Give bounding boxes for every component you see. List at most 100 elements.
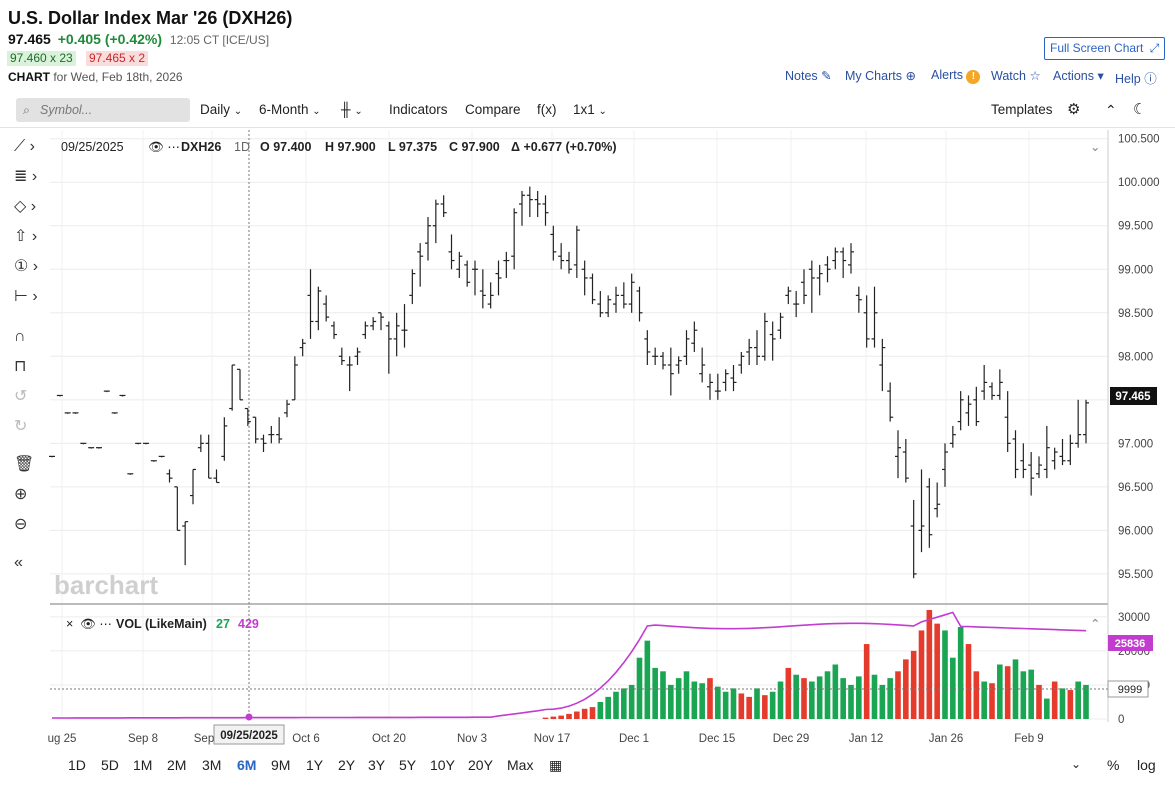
notes-link[interactable]: Notes ✎: [785, 68, 832, 83]
time-tick-label: Dec 29: [773, 733, 809, 745]
crosshair-volume-tag: 9999: [1118, 684, 1142, 696]
help-link[interactable]: Help ⓘ: [1115, 68, 1157, 87]
range-button-1d[interactable]: 1D: [68, 757, 86, 773]
range-button-6m[interactable]: 6M: [237, 757, 257, 773]
range-button-10y[interactable]: 10Y: [430, 757, 455, 773]
range-button-1m[interactable]: 1M: [133, 757, 153, 773]
range-button-20y[interactable]: 20Y: [468, 757, 493, 773]
info-interval: 1D: [234, 140, 250, 154]
ohlc-bar: [244, 407, 251, 426]
arrow-tool-icon[interactable]: ⇧ ›: [14, 228, 38, 245]
ohlc-bar: [996, 369, 1003, 400]
ohlc-bar: [166, 469, 173, 483]
collapse-icon[interactable]: ⌃: [1105, 102, 1117, 118]
zoom-in-icon[interactable]: ⊕: [14, 486, 28, 503]
range-button-2y[interactable]: 2Y: [338, 757, 356, 773]
redo-icon[interactable]: ↻: [14, 418, 28, 435]
ohlc-bar: [581, 260, 588, 296]
actions-menu[interactable]: Actions ▾: [1053, 68, 1104, 83]
compare-button[interactable]: Compare: [465, 102, 521, 117]
ohlc-bar: [119, 394, 126, 397]
annotation-tool-icon[interactable]: ① ›: [14, 258, 39, 275]
bid-quote: 97.460 x 23: [7, 51, 76, 66]
alerts-link[interactable]: Alerts !: [931, 68, 981, 84]
info-low: L 97.375: [388, 140, 437, 154]
calendar-icon[interactable]: ▦: [549, 757, 563, 773]
chart-type-dropdown[interactable]: ╫ ⌄: [341, 102, 363, 117]
grid-lines: [50, 130, 1109, 722]
volume-bar: [957, 627, 964, 719]
moon-icon[interactable]: ☾: [1133, 101, 1147, 118]
caret-down-icon: ▾: [1097, 69, 1104, 83]
layout-dropdown[interactable]: 1x1 ⌄: [573, 102, 607, 117]
magnet-icon[interactable]: ∩: [14, 328, 26, 345]
range-button-2m[interactable]: 2M: [167, 757, 187, 773]
indicators-button[interactable]: Indicators: [389, 102, 448, 117]
chevron-up-icon[interactable]: ⌃: [1090, 617, 1100, 631]
range-button-max[interactable]: Max: [507, 757, 534, 773]
my-charts-link[interactable]: My Charts ⊕: [845, 68, 916, 83]
volume-axis: 3000020000100000: [1118, 612, 1150, 726]
collapse-sidebar-icon[interactable]: «: [14, 554, 23, 571]
unlock-icon[interactable]: ⊓: [14, 358, 27, 375]
function-button[interactable]: f(x): [537, 102, 557, 117]
time-tick-label: Jan 12: [849, 733, 884, 745]
symbol-search-input[interactable]: ⌕ Symbol...: [16, 98, 190, 122]
percent-toggle[interactable]: %: [1107, 757, 1120, 773]
eye-icon[interactable]: 👁 ⋯: [80, 617, 112, 631]
trash-icon[interactable]: 🗑: [14, 456, 35, 473]
watch-link[interactable]: Watch ☆: [991, 68, 1041, 83]
range-button-3y[interactable]: 3Y: [368, 757, 386, 773]
time-tick-label: Jan 26: [929, 733, 964, 745]
shape-tool-icon[interactable]: ◇ ›: [14, 198, 37, 215]
volume-bar: [1044, 698, 1050, 719]
range-button-5d[interactable]: 5D: [101, 757, 119, 773]
line-tool-icon[interactable]: ⟋ ›: [14, 138, 35, 155]
eye-icon[interactable]: 👁 ⋯: [148, 140, 180, 154]
range-button-9m[interactable]: 9M: [271, 757, 291, 773]
interval-dropdown[interactable]: Daily ⌄: [200, 102, 242, 117]
volume-bar: [1020, 671, 1027, 719]
volume-bar: [550, 716, 557, 719]
range-button-5y[interactable]: 5Y: [399, 757, 417, 773]
volume-bar: [621, 688, 627, 719]
ohlc-bar: [934, 482, 941, 518]
ohlc-bar: [511, 208, 518, 270]
log-toggle[interactable]: log: [1137, 757, 1156, 773]
volume-bar: [1059, 688, 1066, 719]
templates-button[interactable]: Templates: [991, 102, 1053, 117]
range-button-1y[interactable]: 1Y: [306, 757, 324, 773]
ohlc-bar: [268, 425, 275, 444]
drawing-tools-sidebar: ⟋ › ≣ › ◇ › ⇧ › ① › ⊢ › ∩ ⊓ ↺ ↻ 🗑 ⊕ ⊖ «: [0, 130, 48, 750]
ohlc-bar: [284, 399, 290, 418]
volume-bar: [895, 671, 901, 719]
ohlc-bar: [385, 321, 392, 374]
full-screen-button[interactable]: Full Screen Chart ⤢: [1044, 37, 1165, 60]
range-button-3m[interactable]: 3M: [202, 757, 222, 773]
volume-average-line: [52, 611, 1087, 719]
alert-icon: !: [966, 70, 981, 84]
fib-tool-icon[interactable]: ≣ ›: [14, 168, 38, 185]
close-icon[interactable]: ×: [66, 617, 73, 631]
ohlc-bar: [855, 286, 862, 313]
double-chevron-down-icon[interactable]: ⌄: [1071, 757, 1082, 771]
chevron-down-icon[interactable]: ⌄: [1090, 140, 1100, 154]
ohlc-bar: [824, 256, 831, 283]
ohlc-bar: [519, 190, 525, 226]
measure-tool-icon[interactable]: ⊢ ›: [14, 288, 38, 305]
ask-quote: 97.465 x 2: [86, 51, 149, 66]
undo-icon[interactable]: ↺: [14, 388, 28, 405]
ohlc-bar: [432, 199, 439, 244]
price-chart[interactable]: barchart 100.500 100.000 99.500 99.000 98.50…: [0, 0, 1175, 750]
range-dropdown[interactable]: 6-Month ⌄: [259, 102, 321, 117]
zoom-out-icon[interactable]: ⊖: [14, 516, 28, 533]
volume-tick-label: 0: [1118, 714, 1124, 726]
gear-icon[interactable]: ⚙: [1067, 101, 1081, 118]
info-open: O 97.400: [260, 140, 311, 154]
volume-bar: [675, 678, 682, 719]
ohlc-bar: [472, 260, 478, 296]
ohlc-bar: [526, 186, 533, 218]
symbol-placeholder: Symbol...: [40, 103, 93, 117]
ohlc-bar: [409, 269, 416, 305]
ohlc-bar: [832, 247, 839, 270]
